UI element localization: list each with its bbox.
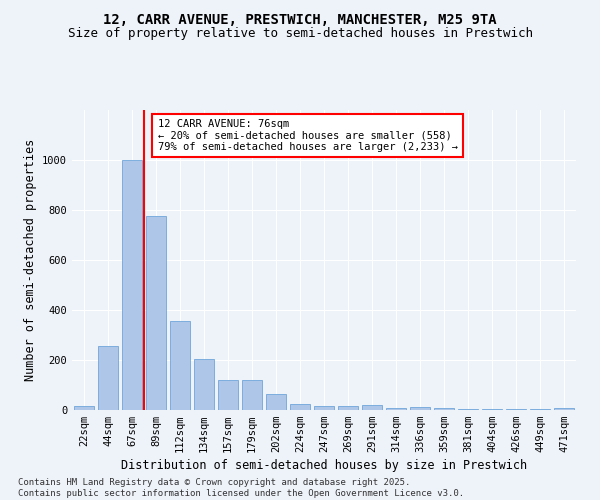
Bar [482,409,502,410]
Text: Size of property relative to semi-detached houses in Prestwich: Size of property relative to semi-detach… [67,28,533,40]
Bar [386,408,406,410]
Bar [218,380,238,410]
Bar [362,405,382,410]
Bar [290,404,310,410]
Bar [434,408,454,410]
Text: Contains HM Land Registry data © Crown copyright and database right 2025.
Contai: Contains HM Land Registry data © Crown c… [18,478,464,498]
Bar [314,406,334,410]
Bar [410,407,430,410]
Bar [242,380,262,410]
Bar [554,408,574,410]
Bar [458,409,478,410]
Bar [98,346,118,410]
Bar [266,394,286,410]
Bar [74,406,94,410]
Text: 12, CARR AVENUE, PRESTWICH, MANCHESTER, M25 9TA: 12, CARR AVENUE, PRESTWICH, MANCHESTER, … [103,12,497,26]
Bar [338,406,358,410]
Bar [122,160,142,410]
Bar [194,359,214,410]
Bar [506,409,526,410]
Y-axis label: Number of semi-detached properties: Number of semi-detached properties [23,139,37,381]
X-axis label: Distribution of semi-detached houses by size in Prestwich: Distribution of semi-detached houses by … [121,460,527,472]
Bar [530,409,550,410]
Text: 12 CARR AVENUE: 76sqm
← 20% of semi-detached houses are smaller (558)
79% of sem: 12 CARR AVENUE: 76sqm ← 20% of semi-deta… [158,119,458,152]
Bar [170,320,190,410]
Bar [146,216,166,410]
